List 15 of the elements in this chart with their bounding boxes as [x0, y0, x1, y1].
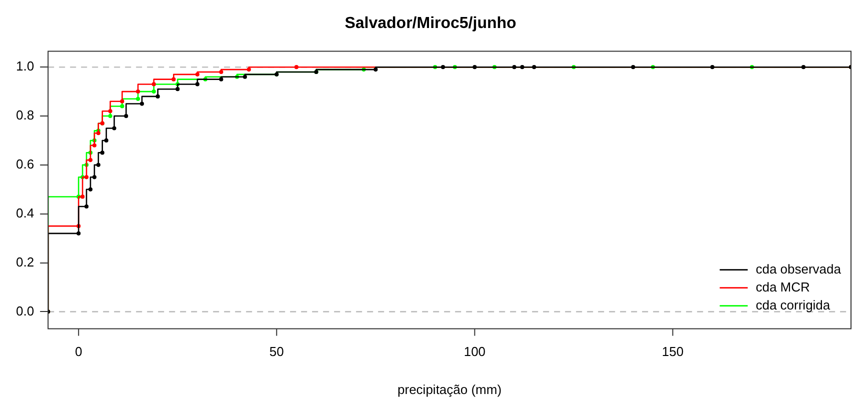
x-tick-label: 50: [269, 344, 284, 360]
x-tick-label: 150: [662, 344, 684, 360]
legend-label: cda observada: [756, 261, 842, 276]
y-tick-label: 0.8: [16, 108, 34, 123]
y-tick-label: 0.6: [16, 156, 34, 172]
legend-label: cda MCR: [756, 279, 810, 294]
legend-label: cda corrigida: [756, 297, 831, 312]
x-tick-label: 0: [74, 344, 82, 360]
y-tick-label: 0.0: [16, 303, 34, 318]
x-axis-title: precipitação (mm): [398, 382, 502, 397]
chart-title: Salvador/Miroc5/junho: [344, 15, 517, 32]
y-tick-label: 1.0: [16, 58, 34, 74]
y-tick-label: 0.2: [16, 254, 34, 270]
x-tick-label: 100: [464, 344, 486, 360]
y-tick-label: 0.4: [16, 205, 34, 220]
